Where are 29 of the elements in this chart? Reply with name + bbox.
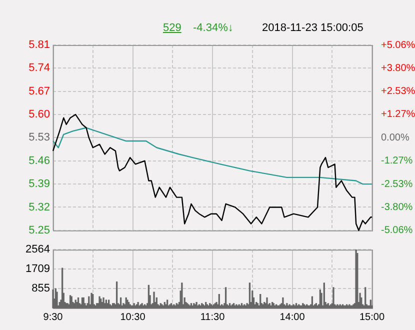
y2-tick-label: 0.00%: [381, 132, 410, 144]
y-tick-label: 5.60: [28, 108, 50, 121]
y2-tick-label: -5.06%: [381, 225, 413, 236]
y2-tick-label: +2.53%: [381, 86, 415, 98]
y2-tick-label: -1.27%: [381, 156, 413, 167]
text: -4.34%↓: [193, 22, 234, 34]
text: 2018-11-23 15:00:05: [262, 22, 364, 34]
y2-tick-label: +5.06%: [381, 40, 415, 51]
y2-tick-label: -3.80%: [381, 202, 413, 214]
y-tick-label: 5.39: [28, 178, 50, 190]
y-tick-label: 5.32: [28, 201, 50, 214]
y-tick-label: 855: [32, 282, 50, 295]
y-tick-label: 5.25: [28, 224, 50, 236]
y2-tick-label: -2.53%: [381, 178, 413, 190]
y-tick-label: 5.74: [28, 62, 50, 74]
y-tick-label: 5.46: [28, 154, 50, 167]
x-tick-label: 14:00: [280, 312, 306, 323]
y-tick-label: 5.81: [28, 39, 50, 52]
y-tick-label: 2564: [26, 244, 50, 256]
y2-tick-label: +1.27%: [381, 109, 415, 120]
x-tick-label: 10:30: [120, 312, 146, 323]
x-tick-label: 9:30: [43, 312, 64, 323]
x-tick-label: 15:00: [359, 312, 385, 323]
y-tick-label: 5.53: [28, 132, 50, 144]
y2-tick-label: +3.80%: [381, 62, 415, 74]
text: 529: [163, 22, 182, 34]
x-tick-label: 11:30: [200, 312, 226, 323]
y-tick-label: 5.67: [28, 85, 50, 98]
y-tick-label: 1709: [26, 263, 50, 276]
